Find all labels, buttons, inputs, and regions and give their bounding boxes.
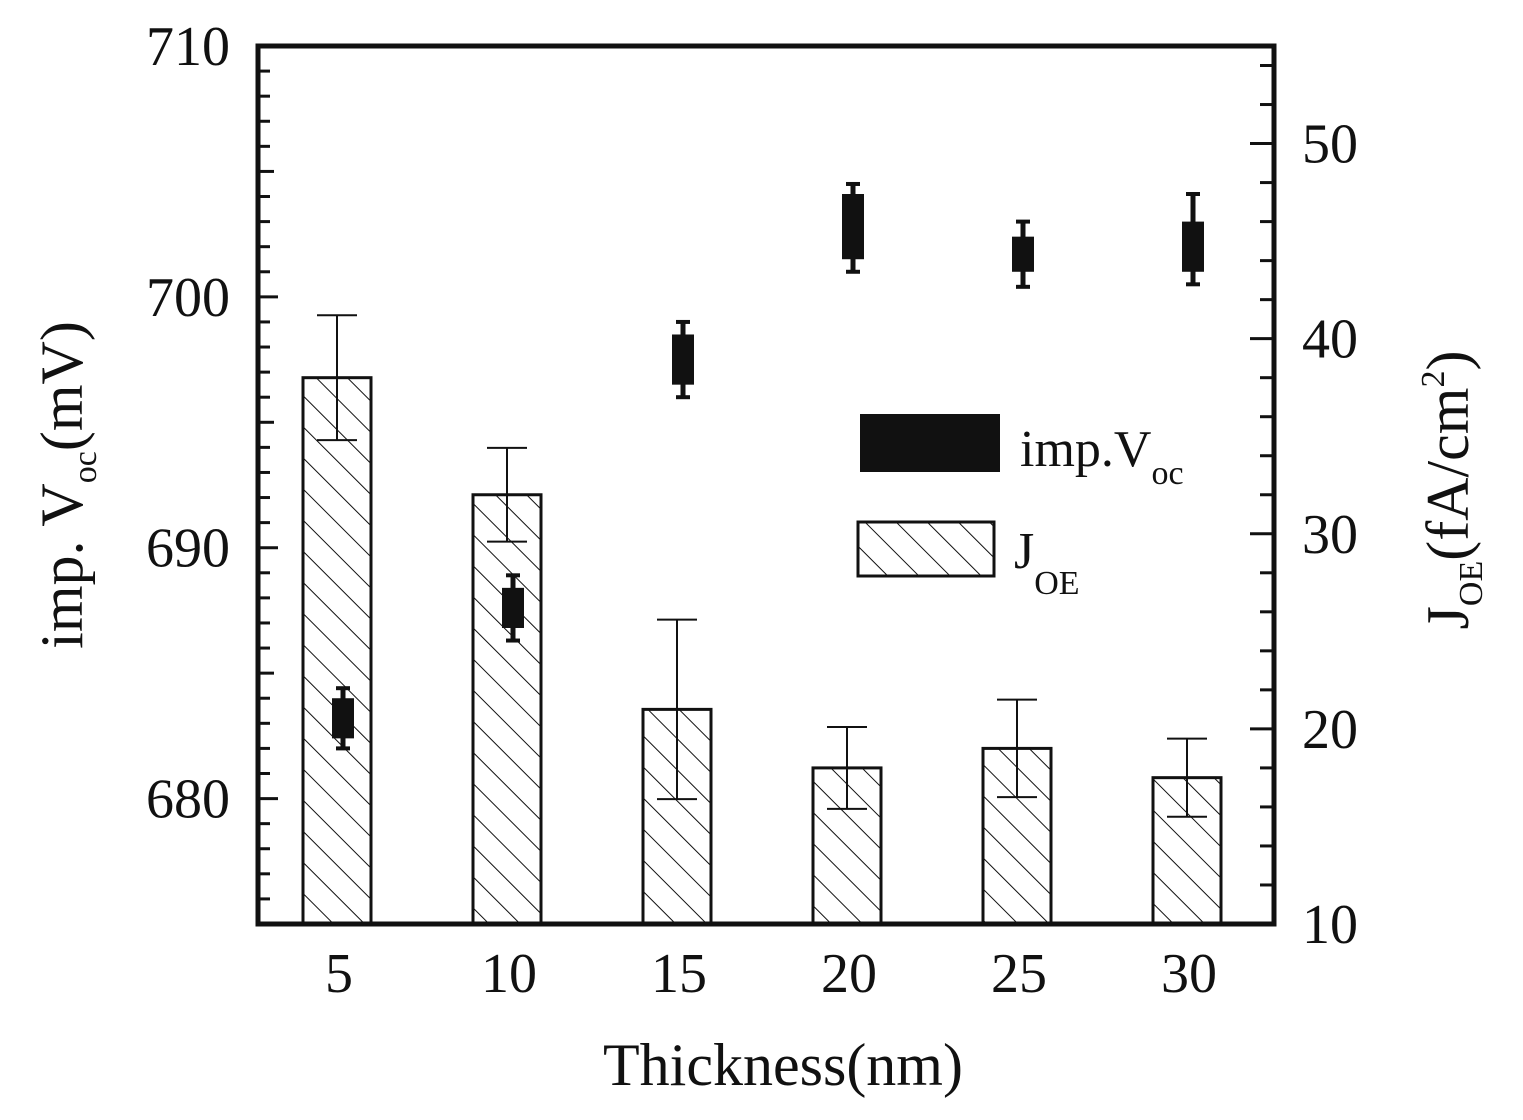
- joe-errorbar-10: [487, 446, 527, 543]
- voc-marker: [1182, 221, 1204, 272]
- y-left-axis-title: imp. Voc(mV): [29, 321, 104, 649]
- legend-label-joe: JOE: [1014, 523, 1080, 602]
- y-right-title-unit: (fA/cm: [1415, 388, 1481, 561]
- voc-point-20: [842, 181, 864, 274]
- plot-frame: [255, 43, 1277, 927]
- x-tick-label-25: 25: [991, 943, 1047, 1005]
- voc-point-5: [332, 686, 354, 751]
- legend-label-voc: imp.Voc: [1020, 421, 1184, 492]
- jOE-bars: [301, 314, 1223, 926]
- legend-voc-sub: oc: [1151, 455, 1183, 492]
- voc-marker: [842, 194, 864, 260]
- y-right-tick-label: 10: [1302, 894, 1358, 956]
- voc-point-25: [1012, 219, 1034, 289]
- y-right-title-close: ): [1415, 351, 1481, 371]
- legend-swatch-voc: [860, 414, 1000, 472]
- legend-voc-main: imp.V: [1020, 421, 1151, 478]
- x-tick-label-5: 5: [325, 943, 353, 1005]
- y-left-tick-label: 680: [146, 769, 230, 831]
- y-right-axis-title: JOE(fA/cm2): [1415, 351, 1490, 630]
- y-left-title-unit: (mV): [29, 321, 95, 451]
- x-ticks: 5 10 15 20 25 30: [325, 943, 1217, 1005]
- y-left-tick-label: 700: [146, 267, 230, 329]
- joe-errorbar-20: [827, 725, 867, 810]
- y-left-tick-label: 690: [146, 518, 230, 580]
- y-left-title-sub: oc: [67, 451, 104, 483]
- voc-marker: [672, 334, 694, 385]
- voc-marker: [332, 698, 354, 739]
- joe-bar-10: [471, 493, 543, 926]
- x-tick-label-10: 10: [481, 943, 537, 1005]
- vOC-points: [332, 181, 1204, 751]
- y-right-tick-label: 40: [1302, 309, 1358, 371]
- joe-errorbar-25: [997, 698, 1037, 799]
- x-tick-label-20: 20: [821, 943, 877, 1005]
- legend-joe-sub: OE: [1034, 565, 1079, 602]
- y-left-title-main: imp. V: [29, 483, 95, 649]
- x-tick-label-30: 30: [1161, 943, 1217, 1005]
- joe-errorbar-30: [1167, 737, 1207, 818]
- voc-marker: [502, 587, 524, 628]
- voc-point-10: [502, 573, 524, 643]
- y-right-title-sup: 2: [1415, 371, 1452, 388]
- joe-errorbar-15: [657, 618, 697, 801]
- y-right-tick-label: 50: [1302, 114, 1358, 176]
- voc-point-15: [672, 319, 694, 400]
- legend-joe-main: J: [1014, 523, 1034, 580]
- joe-errorbar-5: [317, 314, 357, 442]
- y-right-tick-label: 20: [1302, 699, 1358, 761]
- y-right-tick-label: 30: [1302, 504, 1358, 566]
- x-tick-label-15: 15: [651, 943, 707, 1005]
- y-right-title-sub: OE: [1453, 561, 1490, 606]
- y-right-title-main: J: [1415, 606, 1481, 629]
- legend-swatch-joe: [856, 520, 996, 578]
- voc-point-30: [1182, 192, 1204, 287]
- y-right-ticks: 10 20 30 40 50: [1250, 64, 1358, 956]
- voc-marker: [1012, 236, 1034, 272]
- y-left-tick-label: 710: [146, 16, 230, 78]
- legend: imp.Voc JOE: [856, 414, 1184, 602]
- x-axis-title: Thickness(nm): [603, 1032, 963, 1098]
- y-left-ticks: 680 690 700 710: [146, 16, 278, 926]
- joe-bar-5: [301, 376, 373, 926]
